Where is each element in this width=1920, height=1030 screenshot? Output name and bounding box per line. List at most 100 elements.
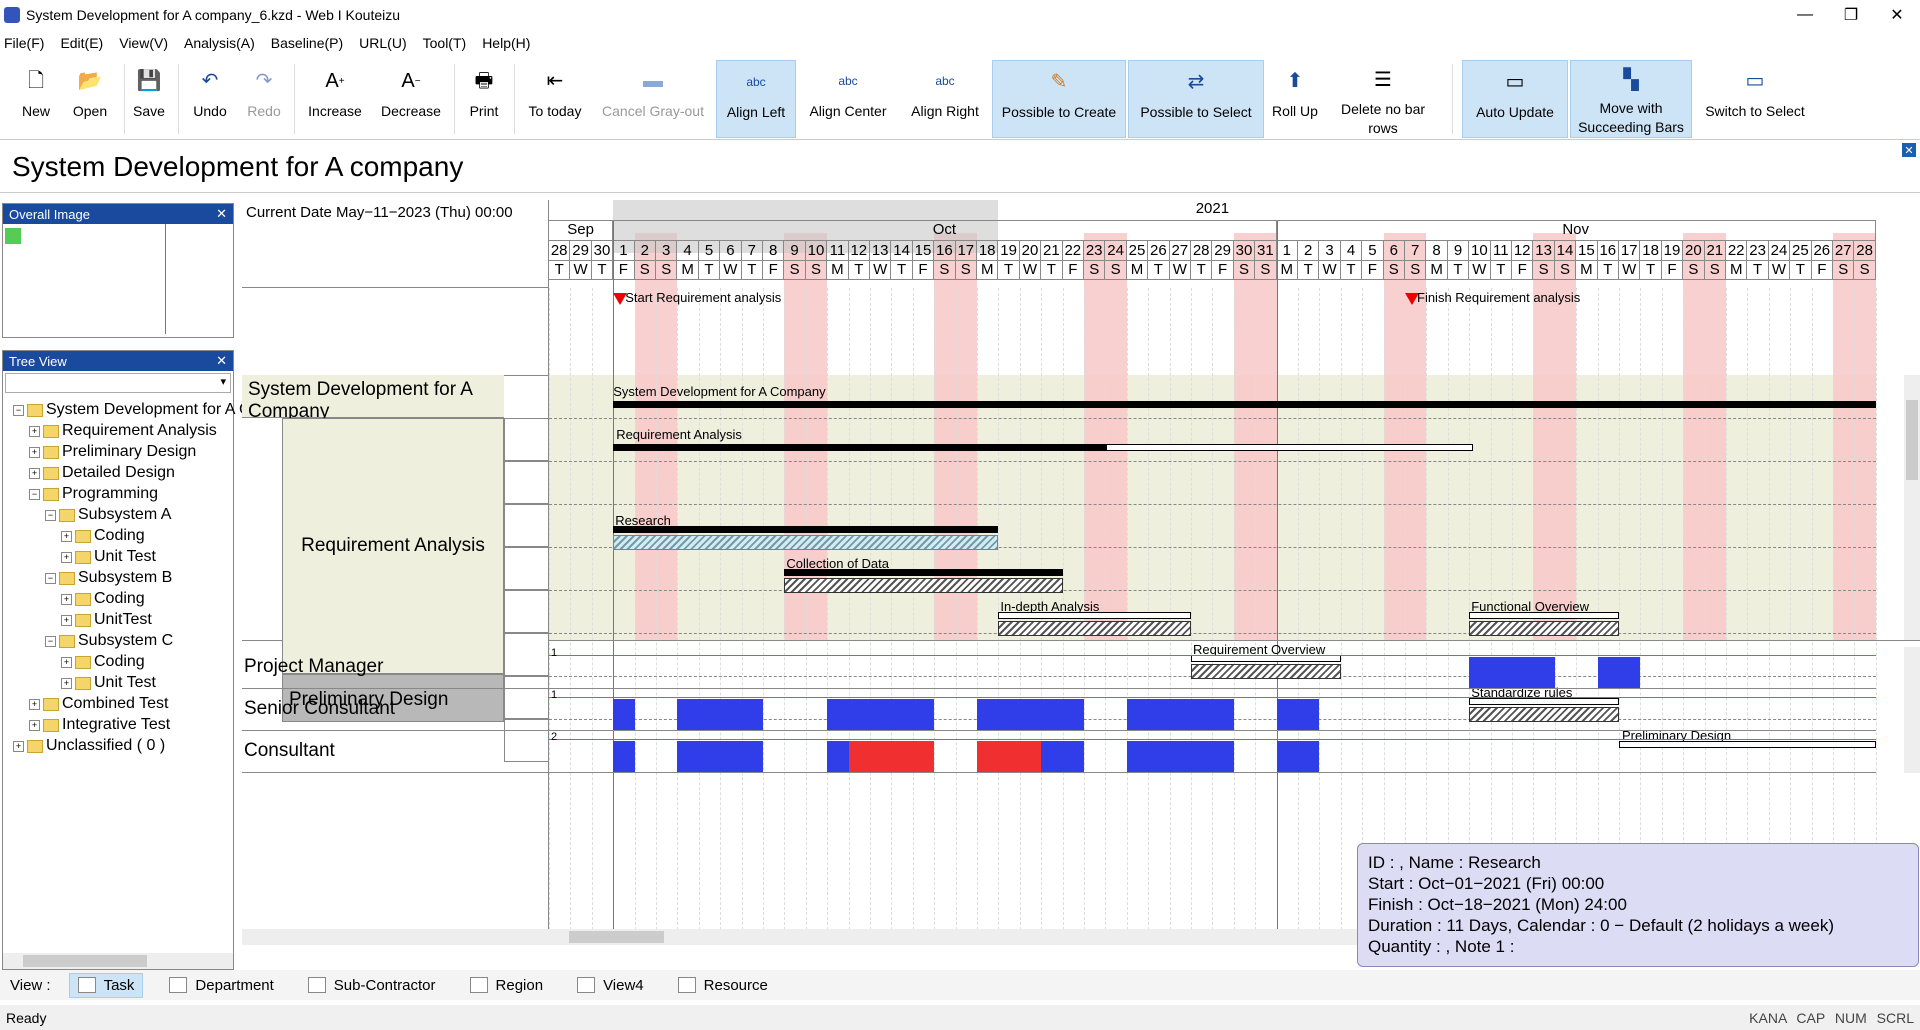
resource-load[interactable] (1126, 699, 1234, 730)
tree-node[interactable]: − Programming (29, 485, 158, 503)
research-selection[interactable] (613, 535, 999, 550)
resource-overload[interactable] (977, 741, 1042, 772)
increase-button[interactable]: A + Increase (300, 60, 370, 138)
research-top[interactable] (613, 526, 999, 533)
scroll-thumb[interactable] (23, 955, 147, 967)
align-right-button[interactable]: abc Align Right (900, 60, 990, 138)
decrease-button[interactable]: A − Decrease (374, 60, 448, 138)
standardize-top[interactable] (1469, 698, 1619, 705)
possible-select-button[interactable]: ⇄ Possible to Select (1128, 60, 1264, 138)
tree-node[interactable]: − Subsystem A (45, 506, 171, 524)
expand-icon[interactable]: + (29, 425, 40, 437)
expand-icon[interactable]: + (61, 677, 72, 689)
tree-node[interactable]: + Unit Test (61, 548, 156, 566)
tree-node[interactable]: − Subsystem B (45, 569, 172, 587)
align-left-button[interactable]: abc Align Left (716, 60, 796, 138)
new-button[interactable]: 🗋 New (10, 60, 62, 138)
funcoverview-top[interactable] (1469, 612, 1619, 619)
resource-load[interactable] (677, 699, 763, 730)
switch-to-select-button[interactable]: ▭ Switch to Select (1696, 60, 1814, 138)
resource-load[interactable] (827, 699, 935, 730)
maximize-button[interactable]: ❐ (1843, 7, 1859, 24)
indepth-top[interactable] (998, 612, 1191, 619)
funcoverview-bar[interactable] (1469, 621, 1619, 636)
view-tab-task[interactable]: Task (68, 972, 144, 998)
expand-icon[interactable]: + (29, 446, 40, 458)
print-button[interactable]: 🖶 Print (460, 60, 508, 138)
bar-requirement-remaining[interactable] (1106, 444, 1473, 451)
view-tab-resource[interactable]: Resource (670, 974, 776, 997)
menu-baseline[interactable]: Baseline(P) (270, 35, 344, 51)
standardize-bar[interactable] (1469, 707, 1619, 722)
resource-load[interactable] (1469, 657, 1555, 688)
expand-icon[interactable]: + (29, 719, 40, 731)
collapse-icon[interactable]: − (45, 635, 56, 647)
resource-load[interactable] (677, 741, 763, 772)
tree-node[interactable]: − Subsystem C (45, 632, 173, 650)
tree-node[interactable]: + Unit Test (61, 674, 156, 692)
tree-filter-select[interactable]: ▾ (5, 373, 231, 393)
expand-icon[interactable]: + (13, 740, 24, 752)
tree-horizontal-scrollbar[interactable] (3, 953, 233, 969)
milestone-start-icon[interactable] (613, 293, 628, 305)
scroll-thumb[interactable] (1906, 400, 1918, 480)
tree-node[interactable]: + Integrative Test (29, 716, 170, 734)
tree-node[interactable]: + Combined Test (29, 695, 168, 713)
resource-load[interactable] (1276, 741, 1320, 772)
expand-icon[interactable]: + (61, 551, 72, 563)
undo-button[interactable]: ↶ Undo (184, 60, 236, 138)
collection-top[interactable] (784, 569, 1063, 576)
tree-node[interactable]: + Requirement Analysis (29, 422, 217, 440)
close-tree-icon[interactable]: ✕ (216, 353, 227, 368)
roll-up-button[interactable]: ⬆ Roll Up (1266, 60, 1324, 138)
resource-load[interactable] (977, 699, 1084, 730)
delete-no-bar-rows-button[interactable]: ☰ Delete no bar rows (1330, 60, 1436, 138)
collapse-icon[interactable]: − (13, 404, 24, 416)
menu-help[interactable]: Help(H) (482, 35, 531, 51)
bar-system[interactable] (613, 401, 1876, 408)
resource-load[interactable] (1126, 741, 1234, 772)
menu-file[interactable]: File(F) (4, 35, 45, 51)
open-button[interactable]: 📂 Open (62, 60, 118, 138)
view-tab-department[interactable]: Department (161, 974, 281, 997)
indepth-bar[interactable] (998, 621, 1191, 636)
close-doc-icon[interactable]: ✕ (1902, 143, 1916, 157)
gantt-chart[interactable]: Current Date May−11−2023 (Thu) 00:00 2021… (242, 200, 1920, 945)
view-tab-view4[interactable]: View4 (569, 974, 652, 997)
save-button[interactable]: 💾 Save (126, 60, 172, 138)
resource-load[interactable] (1276, 699, 1320, 730)
tree-node[interactable]: + Coding (61, 590, 145, 608)
view-tab-sub-contractor[interactable]: Sub-Contractor (300, 974, 444, 997)
reqoverview-top[interactable] (1191, 655, 1341, 662)
menu-analysis[interactable]: Analysis(A) (184, 35, 255, 51)
tree-node[interactable]: + Preliminary Design (29, 443, 196, 461)
close-button[interactable]: ✕ (1890, 7, 1904, 24)
view-tab-region[interactable]: Region (462, 974, 552, 997)
label-horizontal-scrollbar[interactable] (242, 929, 549, 945)
tree-node[interactable]: + UnitTest (61, 611, 152, 629)
tree-node[interactable]: + Unclassified ( 0 ) (13, 737, 165, 755)
overview-canvas[interactable] (3, 224, 233, 334)
menu-view[interactable]: View(V) (119, 35, 168, 51)
scroll-thumb[interactable] (569, 931, 664, 943)
expand-icon[interactable]: + (61, 614, 72, 626)
expand-icon[interactable]: + (29, 467, 40, 479)
collapse-icon[interactable]: − (29, 488, 40, 500)
reqoverview-bar[interactable] (1191, 664, 1341, 679)
tree-node[interactable]: + Detailed Design (29, 464, 175, 482)
to-today-button[interactable]: ⇤ To today (520, 60, 590, 138)
bar-requirement-progress[interactable] (613, 444, 1107, 451)
resource-load[interactable] (613, 741, 635, 772)
menu-tool[interactable]: Tool(T) (422, 35, 467, 51)
resource-load[interactable] (1597, 657, 1641, 688)
expand-icon[interactable]: + (61, 593, 72, 605)
cancel-grayout-button[interactable]: ▬ Cancel Gray-out (596, 60, 710, 138)
resource-overload[interactable] (848, 741, 935, 772)
tree-node[interactable]: + Coding (61, 653, 145, 671)
expand-icon[interactable]: + (29, 698, 40, 710)
chart-horizontal-scrollbar[interactable] (549, 929, 1357, 945)
minimize-button[interactable]: — (1797, 6, 1813, 23)
collapse-icon[interactable]: − (45, 572, 56, 584)
resource-vertical-scrollbar[interactable] (1904, 647, 1920, 773)
align-center-button[interactable]: abc Align Center (800, 60, 896, 138)
